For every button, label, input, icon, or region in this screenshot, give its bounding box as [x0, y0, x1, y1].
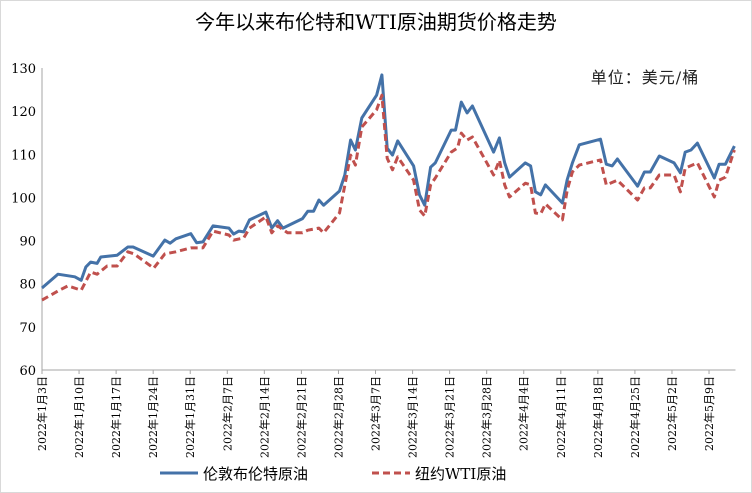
series-line-brent — [41, 73, 736, 290]
y-tick-label: 110 — [11, 148, 36, 163]
series-line-wti — [41, 93, 736, 302]
y-tick-label: 70 — [19, 321, 36, 336]
x-tick-label: 2022年3月21日 — [443, 376, 457, 458]
y-tick-label: 130 — [11, 62, 36, 77]
x-tick-label: 2022年1月3日 — [35, 376, 49, 451]
y-tick-label: 120 — [11, 105, 36, 120]
x-tick-label: 2022年4月18日 — [591, 376, 605, 458]
y-tick-label: 100 — [11, 191, 36, 206]
x-tick-label: 2022年1月17日 — [109, 376, 123, 458]
x-tick-label: 2022年4月25日 — [628, 376, 642, 458]
x-tick-label: 2022年1月10日 — [72, 376, 86, 458]
x-tick-label: 2022年5月9日 — [702, 376, 716, 451]
x-tick-label: 2022年2月21日 — [294, 376, 308, 458]
x-tick-label: 2022年4月11日 — [554, 376, 568, 458]
legend-label-brent: 伦敦布伦特原油 — [203, 465, 308, 483]
legend-label-wti: 纽约WTI原油 — [415, 465, 506, 483]
y-tick-label: 80 — [19, 278, 36, 293]
x-tick-label: 2022年5月2日 — [665, 376, 679, 451]
x-tick-label: 2022年3月28日 — [480, 376, 494, 458]
chart-title: 今年以来布伦特和WTI原油期货价格走势 — [195, 10, 557, 34]
x-tick-label: 2022年3月7日 — [369, 376, 383, 451]
x-tick-label: 2022年2月28日 — [331, 376, 345, 458]
x-tick-label: 2022年1月24日 — [146, 376, 160, 458]
x-tick-label: 2022年1月31日 — [183, 376, 197, 458]
legend: 伦敦布伦特原油 纽约WTI原油 — [160, 465, 506, 483]
x-tick-label: 2022年2月14日 — [257, 376, 271, 458]
x-tick-label: 2022年2月7日 — [220, 376, 234, 451]
unit-label: 单位：美元/桶 — [591, 68, 699, 87]
x-tick-label: 2022年4月4日 — [517, 376, 531, 451]
y-tick-label: 90 — [19, 235, 36, 250]
x-tick-label: 2022年3月14日 — [406, 376, 420, 458]
y-tick-label: 60 — [19, 364, 36, 379]
